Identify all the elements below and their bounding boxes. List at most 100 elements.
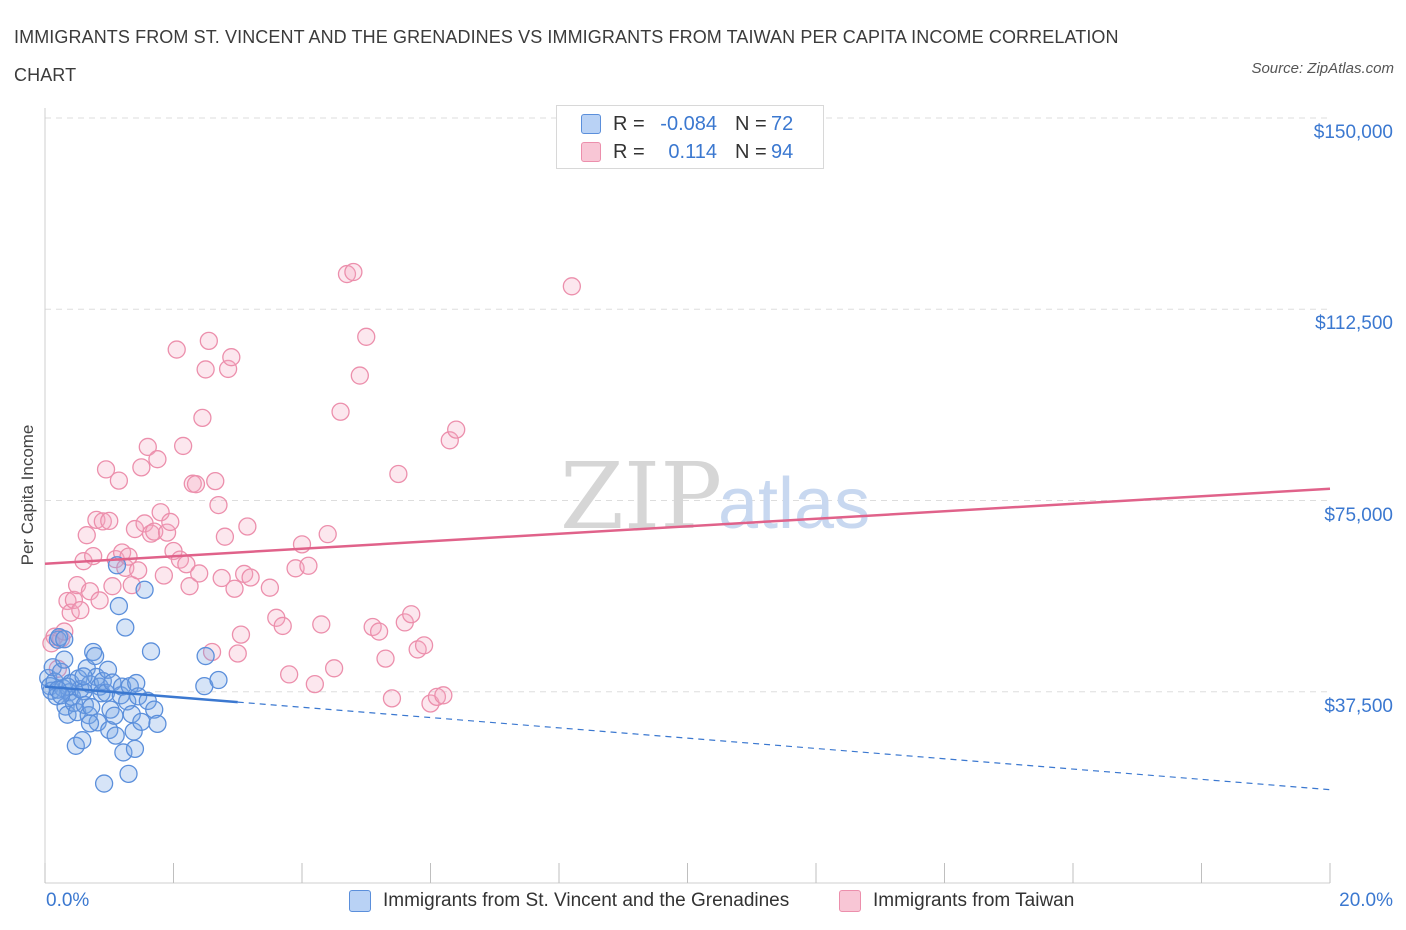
taiwan-point	[225, 579, 244, 598]
stvincent-point	[132, 712, 151, 731]
taiwan-point	[228, 644, 247, 663]
taiwan-point	[109, 471, 129, 490]
taiwan-point	[58, 591, 77, 611]
taiwan-point	[241, 568, 260, 587]
taiwan-point	[414, 636, 434, 655]
taiwan-point	[173, 436, 193, 456]
taiwan-point	[389, 464, 408, 484]
stvincent-point	[129, 687, 148, 706]
legend-box: R = -0.084 N = 72 R = 0.114 N = 94	[556, 105, 824, 169]
legend-row-stvincent: R = -0.084 N = 72	[581, 111, 793, 137]
stvincent-point	[135, 580, 154, 599]
stvincent-point	[48, 680, 67, 699]
taiwan-point	[324, 659, 344, 678]
taiwan-point	[196, 360, 215, 379]
axes	[44, 108, 1331, 884]
taiwan-point	[161, 512, 180, 532]
taiwan-point	[199, 331, 218, 351]
bottom-legend-label: Immigrants from Taiwan	[873, 890, 1075, 911]
stvincent-point	[55, 650, 74, 669]
legend-r-value: -0.084	[660, 112, 717, 135]
stvincent-point	[94, 774, 114, 793]
taiwan-point	[154, 566, 174, 585]
taiwan-point	[344, 262, 363, 282]
stvincent-point	[85, 646, 105, 666]
taiwan-point	[218, 359, 238, 379]
x-tick-label-max: 20.0%	[1339, 890, 1393, 911]
taiwan-point	[562, 277, 581, 296]
chart-title: IMMIGRANTS FROM ST. VINCENT AND THE GREN…	[14, 27, 1119, 85]
taiwan-point	[138, 437, 157, 457]
taiwan-point	[215, 527, 235, 546]
stvincent-point	[73, 731, 92, 750]
taiwan-point	[90, 591, 109, 610]
taiwan-point	[206, 471, 225, 491]
y-tick-label: $75,000	[1324, 504, 1393, 526]
taiwan-point	[93, 512, 112, 531]
trend-line-stvincent-solid	[44, 685, 238, 704]
trend-lines	[44, 487, 1331, 791]
taiwan-point	[151, 503, 170, 522]
taiwan-point	[434, 686, 453, 705]
legend-n-value: 72	[771, 112, 794, 135]
legend-n-value: 94	[771, 140, 794, 163]
taiwan-point	[350, 366, 369, 385]
taiwan-point	[376, 649, 395, 668]
taiwan-point	[77, 526, 96, 545]
taiwan-point	[279, 665, 299, 684]
taiwan-point	[222, 348, 241, 367]
stvincent-point	[67, 703, 87, 722]
legend-r-label: R =	[613, 140, 645, 163]
taiwan-point	[305, 674, 325, 694]
taiwan-point	[440, 431, 459, 450]
stvincent-point	[141, 642, 161, 661]
x-tick-label-min: 0.0%	[46, 890, 90, 911]
taiwan-point	[180, 577, 199, 596]
taiwan-point	[100, 511, 119, 531]
taiwan-point	[167, 340, 186, 359]
y-tick-label: $37,500	[1324, 695, 1393, 717]
taiwan-point	[273, 616, 292, 636]
legend-r-label: R =	[613, 112, 645, 135]
legend-swatch-blue	[581, 114, 601, 134]
taiwan-point	[190, 564, 209, 583]
grid-lines	[45, 117, 1330, 693]
stvincent-point	[55, 630, 74, 649]
stvincent-point	[116, 618, 135, 637]
stvincent-point	[74, 667, 93, 686]
taiwan-point	[260, 578, 280, 597]
bottom-legend-label: Immigrants from St. Vincent and the Gren…	[383, 890, 790, 911]
legend-n-label: N =	[735, 112, 767, 135]
bottom-legend-stvincent: Immigrants from St. Vincent and the Gren…	[349, 890, 789, 912]
stvincent-point	[109, 596, 129, 616]
taiwan-point	[427, 687, 447, 706]
taiwan-point	[80, 582, 100, 601]
stvincent-point	[119, 764, 138, 784]
taiwan-point	[402, 605, 421, 624]
bottom-legend-taiwan: Immigrants from Taiwan	[839, 890, 1074, 912]
taiwan-point	[193, 408, 212, 428]
taiwan-point	[299, 556, 318, 575]
taiwan-point	[331, 402, 350, 421]
taiwan-point	[231, 625, 251, 644]
y-tick-label: $150,000	[1313, 122, 1393, 143]
trend-line-taiwan	[44, 487, 1331, 565]
taiwan-point	[369, 622, 389, 641]
series-stvincent-points	[39, 556, 228, 793]
taiwan-point	[64, 590, 84, 610]
watermark-atlas: atlas	[718, 464, 870, 544]
taiwan-point	[141, 524, 161, 543]
taiwan-point	[87, 510, 106, 530]
series-taiwan-points	[42, 262, 581, 713]
stvincent-point	[80, 714, 100, 733]
y-tick-label: $112,500	[1315, 313, 1393, 335]
legend-row-taiwan: R = 0.114 N = 94	[581, 139, 793, 165]
taiwan-point	[382, 689, 402, 708]
taiwan-point	[145, 522, 164, 541]
stvincent-point	[106, 726, 125, 745]
stvincent-point	[105, 706, 124, 725]
legend-r-value: 0.114	[668, 140, 717, 163]
taiwan-point	[421, 694, 440, 713]
stvincent-point	[114, 743, 133, 762]
